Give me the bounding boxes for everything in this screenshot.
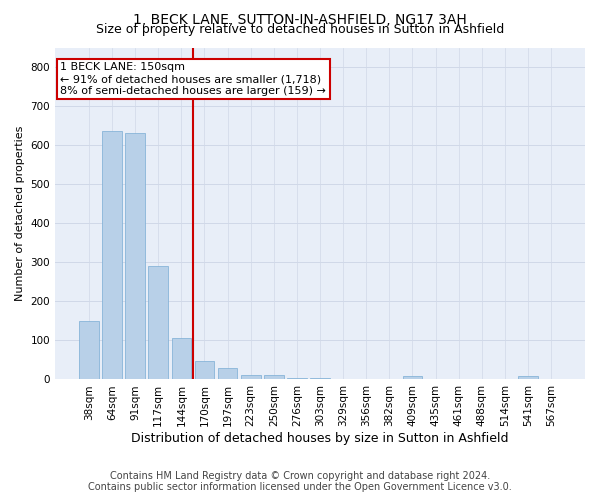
Text: Contains HM Land Registry data © Crown copyright and database right 2024.
Contai: Contains HM Land Registry data © Crown c…: [88, 471, 512, 492]
Bar: [287, 378, 307, 380]
Text: 1, BECK LANE, SUTTON-IN-ASHFIELD, NG17 3AH: 1, BECK LANE, SUTTON-IN-ASHFIELD, NG17 3…: [133, 12, 467, 26]
Bar: [125, 134, 145, 380]
Bar: [264, 375, 284, 380]
Text: 1 BECK LANE: 150sqm
← 91% of detached houses are smaller (1,718)
8% of semi-deta: 1 BECK LANE: 150sqm ← 91% of detached ho…: [61, 62, 326, 96]
Text: Size of property relative to detached houses in Sutton in Ashfield: Size of property relative to detached ho…: [96, 22, 504, 36]
Bar: [148, 266, 168, 380]
Bar: [518, 376, 538, 380]
Bar: [79, 321, 99, 380]
Bar: [102, 132, 122, 380]
Bar: [241, 375, 260, 380]
Bar: [194, 361, 214, 380]
Bar: [310, 378, 330, 380]
Bar: [403, 376, 422, 380]
X-axis label: Distribution of detached houses by size in Sutton in Ashfield: Distribution of detached houses by size …: [131, 432, 509, 445]
Bar: [218, 368, 238, 380]
Bar: [172, 338, 191, 380]
Y-axis label: Number of detached properties: Number of detached properties: [15, 126, 25, 301]
